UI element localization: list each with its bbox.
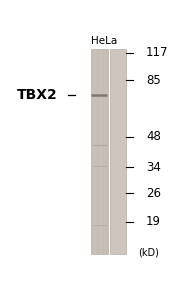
Text: 48: 48 [146, 130, 161, 143]
Text: 19: 19 [146, 215, 161, 229]
Bar [110, 49, 126, 254]
Text: 26: 26 [146, 187, 161, 200]
Bar [91, 49, 108, 254]
Text: 85: 85 [146, 74, 161, 87]
Text: HeLa: HeLa [91, 36, 118, 46]
Text: 117: 117 [146, 46, 169, 59]
Text: (kD): (kD) [139, 248, 160, 258]
Text: TBX2: TBX2 [17, 88, 58, 102]
Text: 34: 34 [146, 161, 161, 174]
